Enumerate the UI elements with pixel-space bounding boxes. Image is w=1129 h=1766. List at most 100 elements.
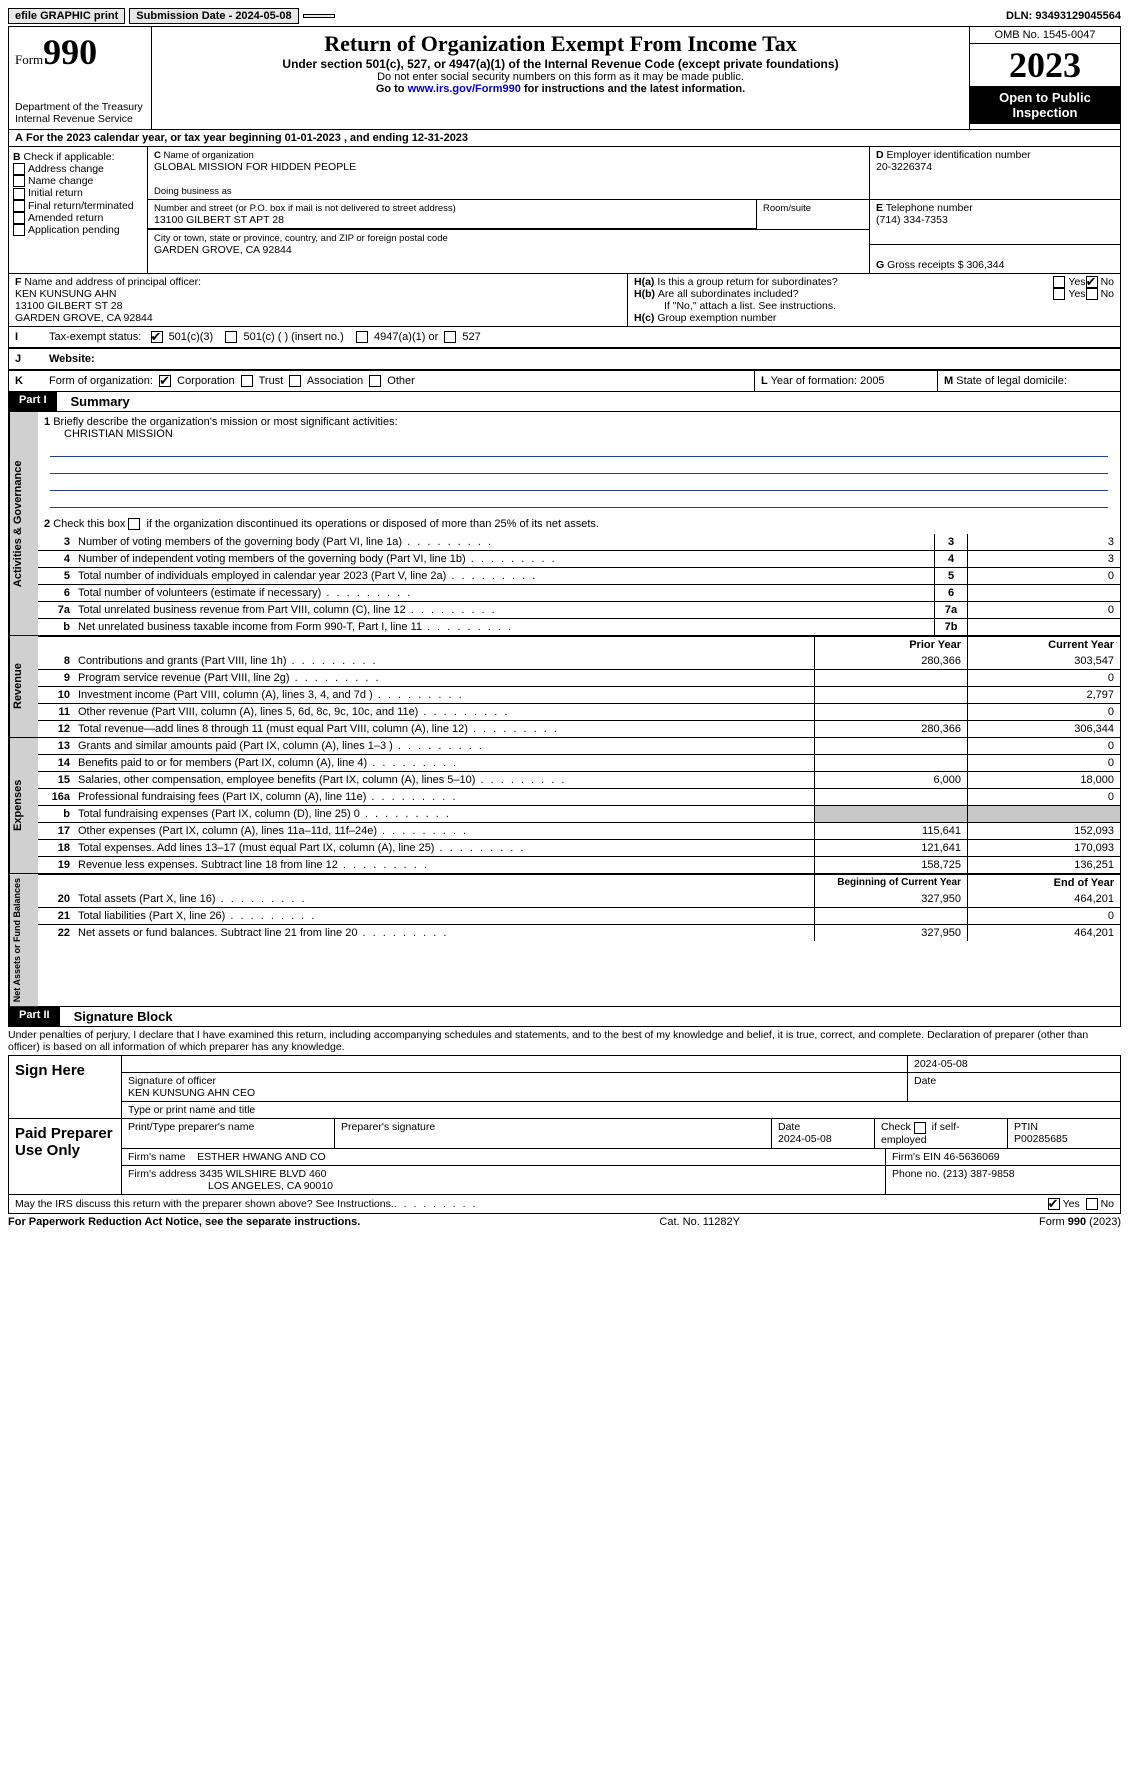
footer: For Paperwork Reduction Act Notice, see … (8, 1214, 1121, 1230)
paperwork-notice: For Paperwork Reduction Act Notice, see … (8, 1216, 360, 1228)
chk-527[interactable] (444, 331, 456, 343)
box-b: B Check if applicable: Address change Na… (9, 147, 148, 273)
form-label: Form (15, 52, 43, 67)
chk-initial[interactable] (13, 188, 25, 200)
col-beginning: Beginning of Current Year (814, 875, 967, 891)
subtitle-1: Under section 501(c), 527, or 4947(a)(1)… (158, 57, 963, 71)
line-11: 11 Other revenue (Part VIII, column (A),… (38, 703, 1120, 720)
line-20: 20 Total assets (Part X, line 16) 327,95… (38, 891, 1120, 907)
line-15: 15 Salaries, other compensation, employe… (38, 771, 1120, 788)
irs-label: Internal Revenue Service (15, 113, 133, 125)
submission-date: Submission Date - 2024-05-08 (129, 8, 298, 24)
chk-501c[interactable] (225, 331, 237, 343)
tab-revenue: Revenue (9, 636, 38, 737)
chk-4947[interactable] (356, 331, 368, 343)
line-b: b Total fundraising expenses (Part IX, c… (38, 805, 1120, 822)
part-i-header: Part I Summary (9, 391, 1120, 411)
chk-final[interactable] (13, 200, 25, 212)
open-inspection: Open to Public Inspection (970, 86, 1120, 124)
chk-other[interactable] (369, 375, 381, 387)
line2-desc: Check this box if the organization disco… (53, 518, 599, 530)
form-org-row: Form of organization: Corporation Trust … (43, 371, 755, 391)
website-label: Website: (49, 353, 95, 365)
sign-here-label: Sign Here (9, 1056, 122, 1118)
mission-text: CHRISTIAN MISSION (44, 428, 173, 440)
line-5: 5 Total number of individuals employed i… (38, 567, 1120, 584)
line-18: 18 Total expenses. Add lines 13–17 (must… (38, 839, 1120, 856)
chk-assoc[interactable] (289, 375, 301, 387)
irs-link[interactable]: www.irs.gov/Form990 (408, 83, 521, 95)
firm-name: ESTHER HWANG AND CO (197, 1151, 326, 1163)
chk-self-employed[interactable] (914, 1122, 926, 1134)
phone: (714) 334-7353 (876, 214, 948, 226)
officer-name: KEN KUNSUNG AHN CEO (128, 1087, 255, 1099)
line-16a: 16a Professional fundraising fees (Part … (38, 788, 1120, 805)
label-k: K (9, 371, 43, 391)
tab-net-assets: Net Assets or Fund Balances (9, 874, 38, 1006)
paid-preparer-label: Paid Preparer Use Only (9, 1119, 122, 1193)
org-name: GLOBAL MISSION FOR HIDDEN PEOPLE (154, 161, 356, 173)
line-6: 6 Total number of volunteers (estimate i… (38, 584, 1120, 601)
chk-ha-yes[interactable] (1053, 276, 1065, 288)
chk-discuss-yes[interactable] (1048, 1198, 1060, 1210)
ein: 20-3226374 (876, 161, 932, 173)
cat-no: Cat. No. 11282Y (659, 1216, 740, 1228)
blank-button (303, 14, 335, 18)
subtitle-2: Do not enter social security numbers on … (158, 71, 963, 83)
goto-post: for instructions and the latest informat… (521, 83, 745, 95)
perjury-text: Under penalties of perjury, I declare th… (8, 1027, 1121, 1055)
part-ii-header: Part II Signature Block (9, 1006, 1120, 1026)
address-block: B Check if applicable: Address change Na… (9, 147, 1120, 273)
line-a: A For the 2023 calendar year, or tax yea… (9, 130, 1120, 147)
section-revenue: Revenue Prior YearCurrent Year 8 Contrib… (9, 635, 1120, 737)
line-b: b Net unrelated business taxable income … (38, 618, 1120, 635)
chk-corp[interactable] (159, 375, 171, 387)
chk-name[interactable] (13, 175, 25, 187)
section-net-assets: Net Assets or Fund Balances Beginning of… (9, 873, 1120, 1006)
firm-ein: 46-5636069 (944, 1151, 1000, 1163)
chk-address[interactable] (13, 163, 25, 175)
chk-pending[interactable] (13, 224, 25, 236)
title-cell: Return of Organization Exempt From Incom… (152, 27, 970, 129)
line-4: 4 Number of independent voting members o… (38, 550, 1120, 567)
line-8: 8 Contributions and grants (Part VIII, l… (38, 653, 1120, 669)
line-9: 9 Program service revenue (Part VIII, li… (38, 669, 1120, 686)
chk-ha-no[interactable] (1086, 276, 1098, 288)
efile-button[interactable]: efile GRAPHIC print (8, 8, 125, 24)
line-22: 22 Net assets or fund balances. Subtract… (38, 924, 1120, 941)
label-i: I (9, 327, 43, 347)
line-12: 12 Total revenue—add lines 8 through 11 … (38, 720, 1120, 737)
form-container: Form990 Department of the TreasuryIntern… (8, 26, 1121, 1027)
org-street: 13100 GILBERT ST APT 28 (154, 214, 284, 226)
chk-discontinued[interactable] (128, 518, 140, 530)
line-19: 19 Revenue less expenses. Subtract line … (38, 856, 1120, 873)
mission-label: Briefly describe the organization's miss… (53, 416, 397, 428)
box-c: C Name of organizationGLOBAL MISSION FOR… (148, 147, 870, 273)
col-current: Current Year (967, 637, 1120, 653)
sig-date: 2024-05-08 (908, 1056, 1120, 1072)
chk-amended[interactable] (13, 212, 25, 224)
chk-hb-no[interactable] (1086, 288, 1098, 300)
firm-addr2: LOS ANGELES, CA 90010 (128, 1180, 333, 1192)
chk-discuss-no[interactable] (1086, 1198, 1098, 1210)
line-10: 10 Investment income (Part VIII, column … (38, 686, 1120, 703)
form-title: Return of Organization Exempt From Incom… (158, 31, 963, 57)
signature-block: Sign Here 2024-05-08 Signature of office… (8, 1055, 1121, 1213)
dept-treasury: Department of the Treasury (15, 101, 143, 113)
line-21: 21 Total liabilities (Part X, line 26) 0 (38, 907, 1120, 924)
firm-addr1: 3435 WILSHIRE BLVD 460 (199, 1168, 326, 1180)
box-h: H(a) Is this a group return for subordin… (628, 274, 1120, 326)
tax-year: 2023 (970, 44, 1120, 86)
chk-hb-yes[interactable] (1053, 288, 1065, 300)
ptin: P00285685 (1014, 1133, 1068, 1145)
section-expenses: Expenses 13 Grants and similar amounts p… (9, 737, 1120, 873)
line-13: 13 Grants and similar amounts paid (Part… (38, 738, 1120, 754)
chk-trust[interactable] (241, 375, 253, 387)
chk-501c3[interactable] (151, 331, 163, 343)
line-7a: 7a Total unrelated business revenue from… (38, 601, 1120, 618)
gross-receipts: 306,344 (966, 259, 1004, 271)
col-prior: Prior Year (814, 637, 967, 653)
line-17: 17 Other expenses (Part IX, column (A), … (38, 822, 1120, 839)
state-domicile: State of legal domicile: (956, 375, 1067, 387)
section-governance: Activities & Governance 1 Briefly descri… (9, 411, 1120, 635)
